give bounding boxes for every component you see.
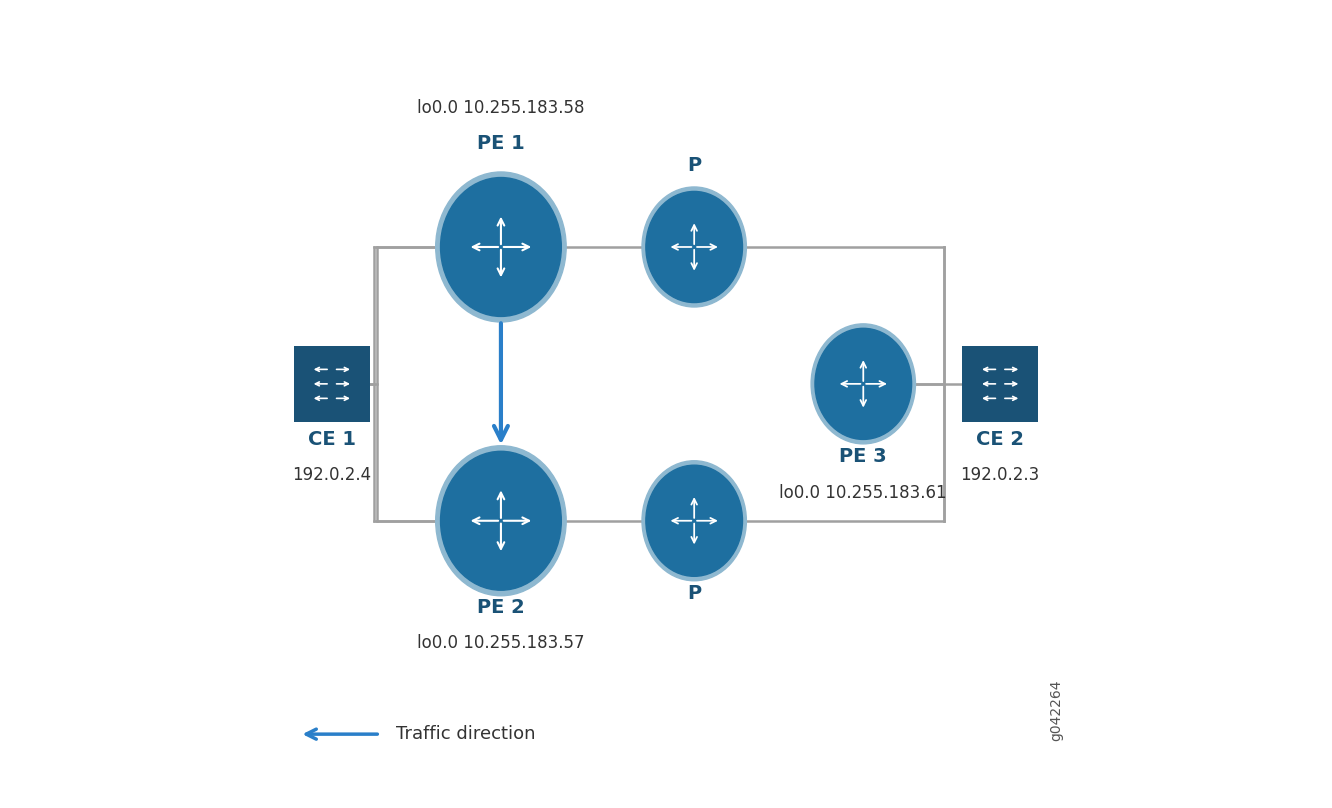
Ellipse shape xyxy=(441,452,561,590)
Text: lo0.0 10.255.183.57: lo0.0 10.255.183.57 xyxy=(417,634,585,653)
Text: g042264: g042264 xyxy=(1050,680,1063,741)
Text: lo0.0 10.255.183.58: lo0.0 10.255.183.58 xyxy=(417,99,585,117)
Text: 192.0.2.3: 192.0.2.3 xyxy=(960,466,1040,485)
Ellipse shape xyxy=(646,465,742,576)
Text: P: P xyxy=(687,156,701,175)
Ellipse shape xyxy=(642,461,746,581)
Text: PE 1: PE 1 xyxy=(477,134,525,154)
Ellipse shape xyxy=(436,446,566,595)
Text: PE 2: PE 2 xyxy=(477,598,525,617)
Text: 192.0.2.4: 192.0.2.4 xyxy=(292,466,372,485)
Ellipse shape xyxy=(436,172,566,322)
Text: PE 3: PE 3 xyxy=(839,448,887,466)
Text: P: P xyxy=(687,584,701,604)
Text: CE 1: CE 1 xyxy=(308,430,356,449)
FancyBboxPatch shape xyxy=(962,346,1039,422)
Text: Traffic direction: Traffic direction xyxy=(396,725,535,743)
Ellipse shape xyxy=(815,328,911,440)
FancyBboxPatch shape xyxy=(293,346,370,422)
Ellipse shape xyxy=(642,187,746,307)
Ellipse shape xyxy=(441,178,561,317)
Text: CE 2: CE 2 xyxy=(976,430,1024,449)
Text: lo0.0 10.255.183.61: lo0.0 10.255.183.61 xyxy=(779,484,947,502)
Ellipse shape xyxy=(811,324,915,444)
Ellipse shape xyxy=(646,191,742,302)
